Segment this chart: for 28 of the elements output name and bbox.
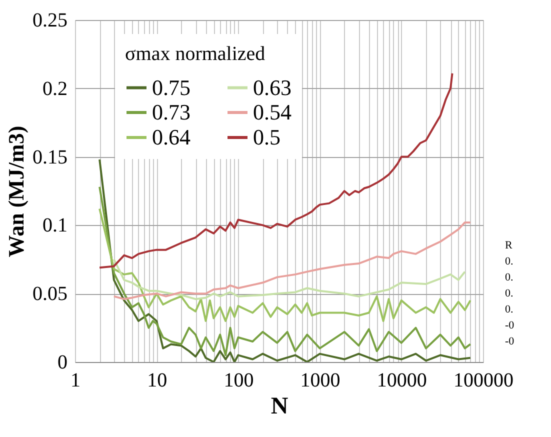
- y-tick-label: 0.15: [32, 146, 68, 168]
- text: 0.: [505, 304, 514, 316]
- y-tick-label: 0.25: [32, 10, 68, 32]
- text: -0: [505, 320, 515, 332]
- x-tick-label: 10000: [376, 370, 427, 392]
- legend-label: 0.75: [152, 74, 190, 100]
- text: 0.: [505, 272, 514, 284]
- y-tick-label: 0.2: [42, 78, 68, 100]
- legend-label: 0.63: [253, 74, 292, 100]
- text: R: [505, 240, 513, 252]
- legend-label: 0.73: [152, 100, 190, 124]
- y-tick-label: 0.05: [32, 283, 68, 306]
- y-tick-label: 0: [58, 352, 68, 374]
- y-axis-title: Wan (MJ/m3): [4, 126, 28, 258]
- text: 0.: [505, 256, 514, 268]
- x-tick-label: 10: [147, 370, 168, 392]
- x-tick-label: 1000: [300, 370, 340, 392]
- x-tick-label: 1: [70, 370, 80, 392]
- legend-label: 0.5: [253, 124, 280, 150]
- legend-title: σmax normalized: [125, 43, 266, 65]
- text: -0: [505, 336, 515, 348]
- y-tick-label: 0.1: [42, 214, 68, 237]
- legend-label: 0.64: [152, 124, 190, 150]
- x-tick-label: 100: [224, 370, 254, 392]
- x-axis-title: N: [270, 394, 289, 420]
- x-tick-label: 100000: [454, 370, 514, 392]
- text: 0.: [505, 288, 514, 300]
- legend-label: 0.54: [253, 100, 292, 124]
